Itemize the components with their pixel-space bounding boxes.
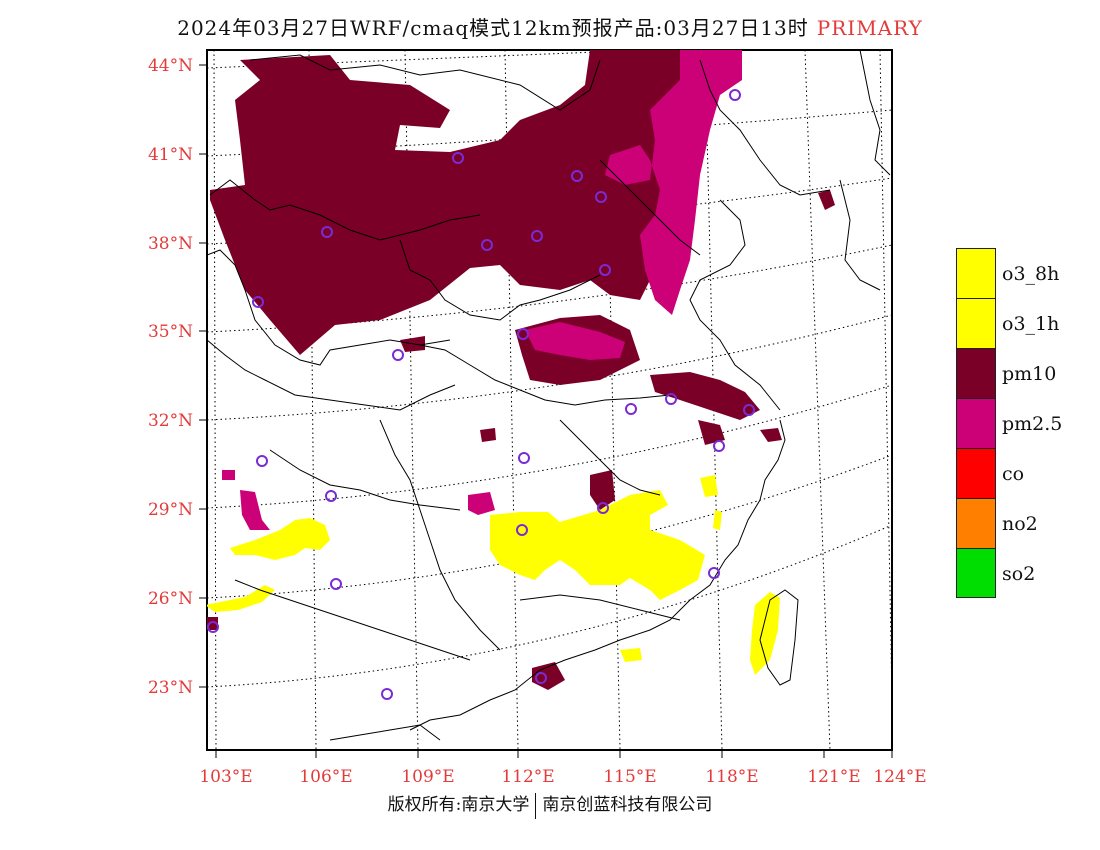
legend-item-o3-1h: o3_1h bbox=[956, 298, 1096, 348]
legend-swatch bbox=[956, 548, 996, 598]
title-primary-tag: PRIMARY bbox=[816, 16, 923, 40]
pollutant-legend: o3_8h o3_1h pm10 pm2.5 co no2 so2 bbox=[956, 248, 1096, 598]
lat-label-32: 32°N bbox=[148, 411, 193, 431]
legend-item-so2: so2 bbox=[956, 548, 1096, 598]
map-title: 2024年03月27日WRF/cmaq模式12km预报产品:03月27日13时 P… bbox=[0, 12, 1100, 41]
lon-label-118: 118°E bbox=[705, 767, 758, 787]
axis-ticks bbox=[199, 64, 893, 758]
lat-label-23: 23°N bbox=[148, 678, 193, 698]
legend-swatch bbox=[956, 448, 996, 498]
legend-swatch bbox=[956, 498, 996, 548]
lon-label-115: 115°E bbox=[603, 767, 656, 787]
legend-item-o3-8h: o3_8h bbox=[956, 248, 1096, 298]
copyright-separator bbox=[535, 792, 537, 819]
legend-item-pm10: pm10 bbox=[956, 348, 1096, 398]
copyright-line: 版权所有:南京大学 南京创蓝科技有限公司 bbox=[0, 790, 1100, 819]
title-text: 2024年03月27日WRF/cmaq模式12km预报产品:03月27日13时 bbox=[177, 16, 809, 40]
legend-label: o3_1h bbox=[1002, 313, 1060, 335]
lon-label-103: 103°E bbox=[199, 767, 252, 787]
pm25-area bbox=[222, 50, 742, 530]
legend-item-no2: no2 bbox=[956, 498, 1096, 548]
lon-label-106: 106°E bbox=[299, 767, 352, 787]
lon-label-124: 124°E bbox=[873, 767, 926, 787]
lat-label-26: 26°N bbox=[148, 589, 193, 609]
lat-label-38: 38°N bbox=[148, 234, 193, 254]
o3-area bbox=[207, 475, 780, 675]
legend-label: o3_8h bbox=[1002, 263, 1060, 285]
copyright-right: 南京创蓝科技有限公司 bbox=[542, 795, 713, 815]
legend-label: pm10 bbox=[1002, 363, 1057, 385]
legend-swatch bbox=[956, 298, 996, 348]
lon-label-112: 112°E bbox=[501, 767, 554, 787]
lat-label-41: 41°N bbox=[148, 145, 193, 165]
legend-swatch bbox=[956, 398, 996, 448]
lat-label-44: 44°N bbox=[148, 56, 193, 76]
legend-swatch bbox=[956, 248, 996, 298]
legend-item-co: co bbox=[956, 448, 1096, 498]
legend-label: pm2.5 bbox=[1002, 413, 1063, 435]
legend-label: so2 bbox=[1002, 563, 1036, 585]
legend-swatch bbox=[956, 348, 996, 398]
boundaries bbox=[207, 50, 891, 741]
legend-label: co bbox=[1002, 463, 1025, 485]
copyright-left: 版权所有:南京大学 bbox=[387, 795, 530, 815]
legend-label: no2 bbox=[1002, 513, 1038, 535]
lon-label-121: 121°E bbox=[807, 767, 860, 787]
lon-label-109: 109°E bbox=[401, 767, 454, 787]
legend-item-pm25: pm2.5 bbox=[956, 398, 1096, 448]
lat-label-29: 29°N bbox=[148, 500, 193, 520]
lat-label-35: 35°N bbox=[148, 322, 193, 342]
station-markers bbox=[207, 89, 755, 700]
